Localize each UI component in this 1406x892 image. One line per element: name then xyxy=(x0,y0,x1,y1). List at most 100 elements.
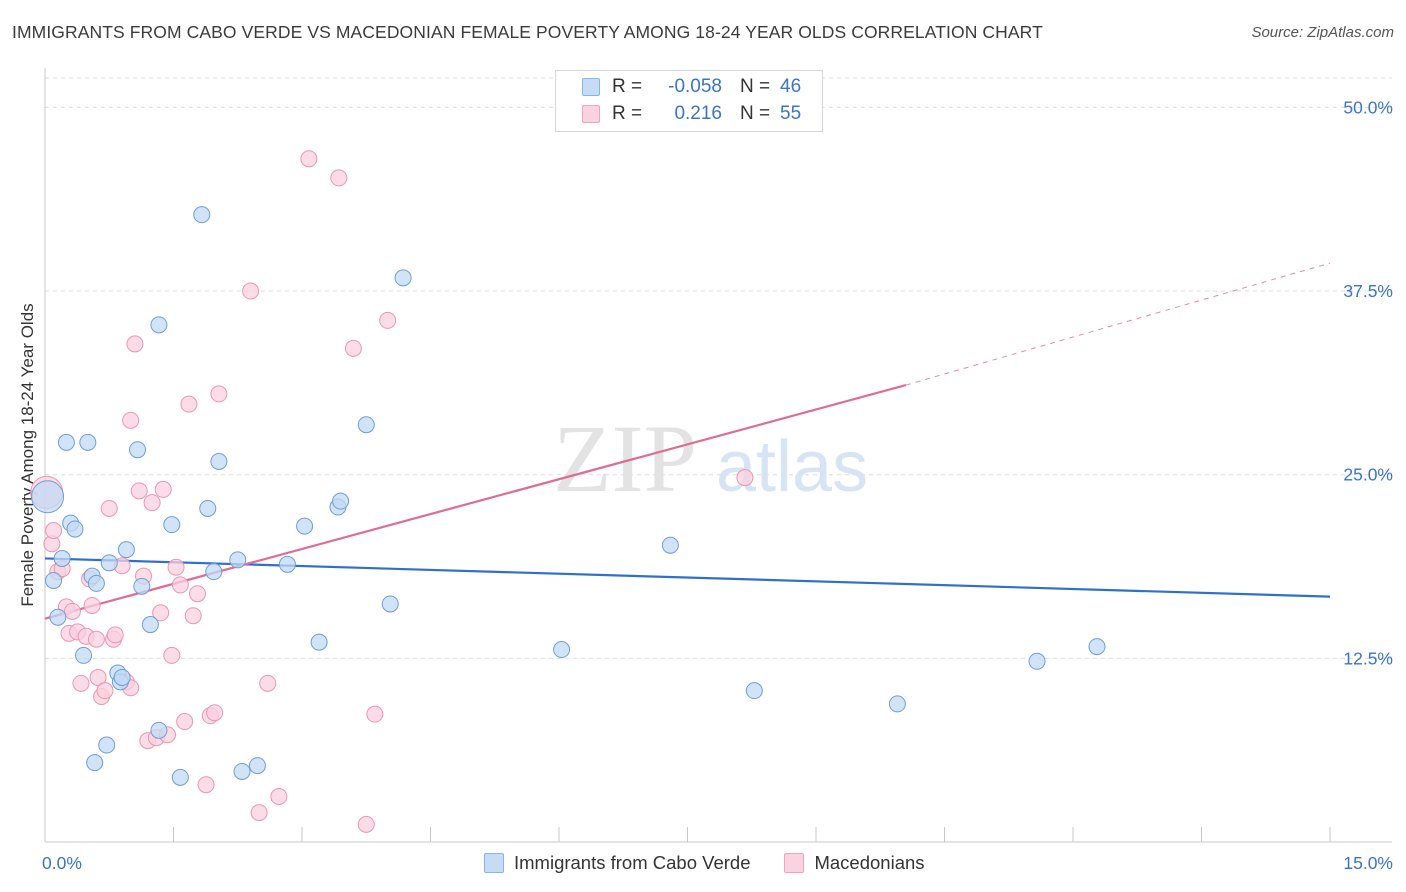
cabo-verde-point xyxy=(100,554,118,572)
legend-row-macedonians: R = 0.216 N = 55 xyxy=(582,101,810,127)
cabo-verde-points xyxy=(31,206,1106,786)
tick-labels: 12.5% 25.0% 37.5% 50.0% 0.0% 15.0% xyxy=(42,97,1393,873)
x-tick-label: 0.0% xyxy=(42,853,82,873)
macedonians-point xyxy=(736,469,754,487)
cabo-verde-point xyxy=(87,574,105,592)
macedonians-point xyxy=(176,713,194,731)
y-tick-label: 37.5% xyxy=(1343,281,1393,301)
legend-r-label: R = xyxy=(612,76,643,97)
macedonians-point xyxy=(87,630,105,648)
cabo-verde-point xyxy=(86,754,104,772)
legend-label-macedonians: Macedonians xyxy=(814,852,925,873)
y-tick-label: 50.0% xyxy=(1343,97,1393,117)
legend-swatch-pink xyxy=(582,105,600,123)
macedonians-point xyxy=(171,576,189,594)
cabo-verde-point xyxy=(49,608,67,626)
cabo-verde-point xyxy=(888,695,906,713)
correlation-legend: R = -0.058 N = 46 R = 0.216 N = 55 xyxy=(555,70,823,132)
macedonians-point xyxy=(89,668,107,686)
axes xyxy=(44,68,1392,843)
macedonians-point xyxy=(152,604,170,622)
legend-r-label: R = xyxy=(612,103,643,124)
cabo-verde-point xyxy=(171,768,189,786)
macedonians-point xyxy=(300,150,318,168)
legend-n-value: 46 xyxy=(780,76,802,97)
macedonians-point xyxy=(188,585,206,603)
cabo-verde-point xyxy=(113,668,131,686)
x-tick-label: 15.0% xyxy=(1343,853,1393,873)
macedonians-point xyxy=(83,596,101,614)
macedonians-point xyxy=(100,499,118,517)
cabo-verde-point xyxy=(79,433,97,451)
trend-lines xyxy=(44,262,1331,620)
macedonians-point xyxy=(167,558,185,576)
macedonians-point xyxy=(330,169,348,187)
cabo-verde-point xyxy=(75,646,93,664)
legend-n-value: 55 xyxy=(780,103,802,124)
macedonians-point xyxy=(379,311,397,329)
legend-swatch-blue xyxy=(582,78,600,96)
macedonians-point xyxy=(197,776,215,794)
macedonians-point xyxy=(45,522,63,540)
macedonians-point xyxy=(163,646,181,664)
macedonians-point xyxy=(154,480,172,498)
cabo-verde-point xyxy=(193,206,211,224)
trend-line xyxy=(44,384,907,620)
cabo-verde-point xyxy=(332,492,350,510)
macedonians-point xyxy=(259,674,277,692)
watermark-zip: ZIP xyxy=(553,405,697,512)
grid-lines xyxy=(45,77,1392,659)
macedonians-point xyxy=(143,494,161,512)
cabo-verde-point xyxy=(1088,638,1106,656)
y-tick-label: 12.5% xyxy=(1343,648,1393,668)
cabo-verde-point xyxy=(248,757,266,775)
cabo-verde-point xyxy=(394,269,412,287)
macedonians-point xyxy=(96,682,114,700)
legend-r-value: -0.058 xyxy=(668,76,722,97)
legend-n-label: N = xyxy=(740,76,771,97)
chart-title: IMMIGRANTS FROM CABO VERDE VS MACEDONIAN… xyxy=(12,22,1043,42)
cabo-verde-point xyxy=(278,555,296,573)
legend-label-cabo-verde: Immigrants from Cabo Verde xyxy=(514,852,751,873)
cabo-verde-point xyxy=(1028,652,1046,670)
legend-item-macedonians: Macedonians xyxy=(784,852,925,874)
cabo-verde-point xyxy=(553,641,571,659)
cabo-verde-point xyxy=(57,433,75,451)
cabo-verde-point xyxy=(661,536,679,554)
macedonians-point xyxy=(106,626,124,644)
watermark: ZIP atlas xyxy=(553,405,868,512)
chart-source: Source: ZipAtlas.com xyxy=(1251,24,1394,41)
legend-r-value: 0.216 xyxy=(674,103,722,124)
cabo-verde-point xyxy=(357,416,375,434)
legend-item-cabo-verde: Immigrants from Cabo Verde xyxy=(484,852,750,874)
cabo-verde-point xyxy=(205,563,223,581)
cabo-verde-point xyxy=(296,517,314,535)
macedonians-point xyxy=(344,339,362,357)
macedonians-point xyxy=(180,395,198,413)
legend-swatch-pink xyxy=(784,853,805,873)
cabo-verde-point xyxy=(210,452,228,470)
macedonians-point xyxy=(366,705,384,723)
macedonians-point xyxy=(206,704,224,722)
macedonians-point xyxy=(270,787,288,805)
cabo-verde-point xyxy=(129,441,147,459)
cabo-verde-point xyxy=(53,549,71,567)
cabo-verde-point xyxy=(233,762,251,780)
y-tick-label: 25.0% xyxy=(1343,465,1393,485)
watermark-atlas: atlas xyxy=(716,427,868,507)
macedonians-point xyxy=(72,674,90,692)
cabo-verde-point xyxy=(150,316,168,334)
trend-line xyxy=(44,557,1331,598)
series-legend: Immigrants from Cabo Verde Macedonians xyxy=(484,852,959,874)
macedonians-point xyxy=(184,607,202,625)
macedonians-point xyxy=(250,804,268,822)
cabo-verde-point xyxy=(745,682,763,700)
macedonians-point xyxy=(210,385,228,403)
cabo-verde-point xyxy=(31,480,65,514)
cabo-verde-point xyxy=(133,577,151,595)
macedonians-point xyxy=(122,411,140,429)
cabo-verde-point xyxy=(150,721,168,739)
macedonians-point xyxy=(357,815,375,833)
macedonians-point xyxy=(63,602,81,620)
